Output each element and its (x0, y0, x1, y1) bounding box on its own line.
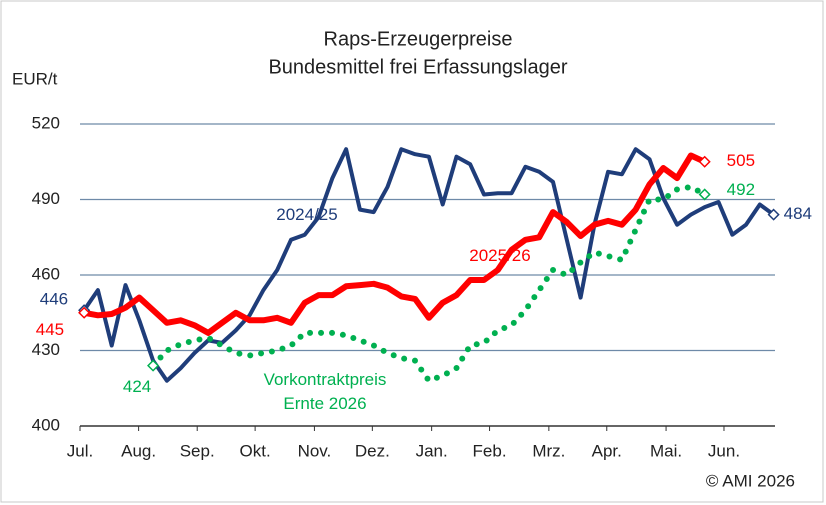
y-tick-label: 460 (32, 264, 60, 283)
data-label: 505 (727, 151, 755, 170)
source: © AMI 2026 (706, 471, 795, 490)
x-tick-label: Mai. (650, 441, 682, 460)
x-tick-label: Jul. (67, 441, 93, 460)
x-tick-label: Feb. (473, 441, 507, 460)
y-tick-label: 430 (32, 340, 60, 359)
series-label: 2025/26 (469, 246, 531, 265)
x-tick-label: Aug. (121, 441, 156, 460)
data-label: 446 (40, 290, 68, 309)
x-tick-label: Nov. (298, 441, 332, 460)
series-line (81, 152, 708, 336)
x-tick-label: Jun. (708, 441, 740, 460)
chart-subtitle: Bundesmittel frei Erfassungslager (268, 56, 567, 78)
end-marker (767, 208, 780, 221)
x-tick-label: Mrz. (532, 441, 565, 460)
series-line (82, 147, 776, 383)
x-tick-label: Dez. (355, 441, 390, 460)
end-marker (698, 188, 711, 201)
x-tick-label: Apr. (592, 441, 622, 460)
series-label: Vorkontraktpreis Ernte 2026 (263, 370, 387, 413)
chart-title: Raps-Erzeugerpreise (324, 28, 513, 50)
series-line (150, 183, 708, 384)
y-tick-label: 490 (32, 189, 60, 208)
y-axis-label: EUR/t (12, 69, 58, 88)
x-tick-label: Sep. (180, 441, 215, 460)
data-label: 492 (727, 180, 755, 199)
y-tick-label: 400 (32, 415, 60, 434)
x-tick-label: Okt. (240, 441, 271, 460)
end-marker (698, 155, 711, 168)
end-marker (147, 359, 160, 372)
data-label: 445 (36, 320, 64, 339)
y-tick-label: 520 (32, 113, 60, 132)
data-label: 424 (123, 377, 151, 396)
end-marker (78, 306, 91, 319)
series-label: 2024/25 (276, 205, 338, 224)
data-label: 484 (784, 204, 812, 223)
x-tick-label: Jan. (416, 441, 448, 460)
